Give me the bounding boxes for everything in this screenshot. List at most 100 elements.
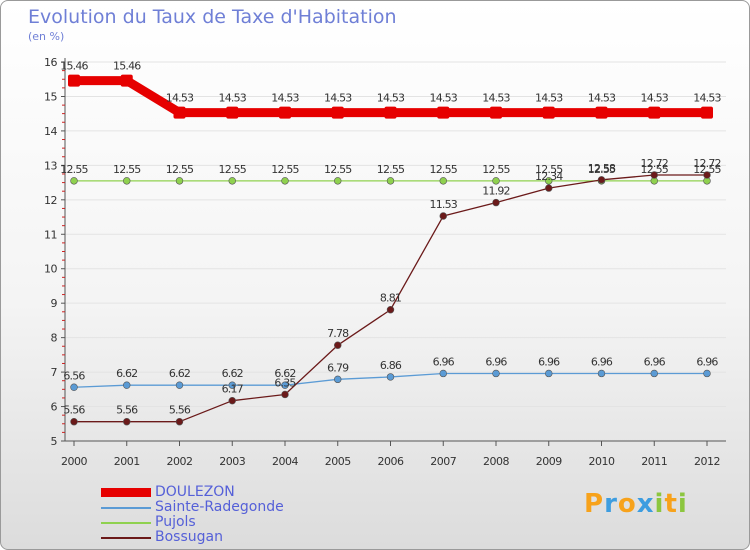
y-tick-label: 10 xyxy=(44,263,57,276)
data-label-pujols: 12.55 xyxy=(60,163,88,176)
legend-label-sainte-radegonde: Sainte-Radegonde xyxy=(155,499,284,515)
data-point-sainte-radegonde xyxy=(703,369,711,378)
data-label-sainte-radegonde: 6.56 xyxy=(63,369,85,382)
data-point-doulezon xyxy=(648,106,661,119)
legend-swatch-sainte-radegonde xyxy=(101,507,151,509)
data-point-doulezon xyxy=(542,106,555,119)
data-label-bossugan: 12.58 xyxy=(588,162,616,175)
y-tick-label: 13 xyxy=(44,159,57,172)
data-label-sainte-radegonde: 6.62 xyxy=(274,367,295,380)
y-tick-label: 5 xyxy=(51,435,58,448)
proxiti-logo: Proxiti xyxy=(584,489,688,519)
data-point-sainte-radegonde xyxy=(545,369,553,378)
data-label-pujols: 12.55 xyxy=(482,163,510,176)
x-tick-label: 2002 xyxy=(167,455,193,468)
data-label-pujols: 12.55 xyxy=(377,163,405,176)
data-point-bossugan xyxy=(597,176,606,184)
x-tick-label: 2008 xyxy=(483,455,509,468)
data-label-doulezon: 14.53 xyxy=(641,92,669,105)
data-label-doulezon: 14.53 xyxy=(271,92,299,105)
data-point-doulezon xyxy=(437,106,450,119)
logo-letter: i xyxy=(677,489,688,519)
logo-letter: P xyxy=(584,489,605,519)
logo-letter: i xyxy=(654,489,665,519)
data-label-doulezon: 14.53 xyxy=(166,92,194,105)
y-tick-label: 15 xyxy=(44,90,57,103)
y-axis-unit-label: (en %) xyxy=(28,30,65,43)
data-point-sainte-radegonde xyxy=(70,383,78,391)
data-point-sainte-radegonde xyxy=(650,369,658,378)
y-tick-label: 16 xyxy=(44,56,57,69)
x-tick-label: 2004 xyxy=(272,455,298,468)
logo-letter: t xyxy=(664,489,678,519)
data-point-pujols xyxy=(228,177,236,185)
data-point-pujols xyxy=(386,177,395,185)
data-label-bossugan: 7.78 xyxy=(327,327,349,340)
data-point-sainte-radegonde xyxy=(439,369,447,378)
logo-letter: x xyxy=(636,489,655,519)
data-label-pujols: 12.55 xyxy=(693,163,721,176)
data-label-doulezon: 14.53 xyxy=(482,92,510,105)
data-point-doulezon xyxy=(384,106,397,119)
data-label-pujols: 12.55 xyxy=(641,163,669,176)
chart-title: Evolution du Taux de Taxe d'Habitation xyxy=(28,6,397,28)
data-label-sainte-radegonde: 6.62 xyxy=(116,367,137,380)
data-point-doulezon xyxy=(331,106,344,119)
y-tick-label: 12 xyxy=(44,194,57,207)
data-label-doulezon: 14.53 xyxy=(588,92,616,105)
data-point-bossugan xyxy=(439,212,447,220)
data-label-bossugan: 5.56 xyxy=(169,404,191,417)
data-label-pujols: 12.55 xyxy=(113,163,141,176)
data-point-bossugan xyxy=(175,418,184,426)
data-label-pujols: 12.55 xyxy=(271,163,299,176)
x-tick-label: 2012 xyxy=(694,455,720,468)
data-label-doulezon: 14.53 xyxy=(219,92,247,105)
data-label-doulezon: 14.53 xyxy=(693,92,721,105)
data-point-bossugan xyxy=(650,171,658,179)
y-tick-label: 7 xyxy=(51,366,58,379)
data-point-bossugan xyxy=(545,184,553,192)
data-label-doulezon: 15.46 xyxy=(113,60,141,73)
data-label-sainte-radegonde: 6.62 xyxy=(222,367,243,380)
x-tick-label: 2003 xyxy=(219,455,245,468)
data-point-bossugan xyxy=(334,341,342,349)
data-label-bossugan: 8.81 xyxy=(380,292,401,305)
data-point-sainte-radegonde xyxy=(175,381,184,389)
x-tick-label: 2007 xyxy=(430,455,456,468)
data-label-bossugan: 12.34 xyxy=(535,170,563,183)
y-tick-label: 14 xyxy=(44,125,57,138)
legend-label-doulezon: DOULEZON xyxy=(155,484,235,500)
data-label-bossugan: 5.56 xyxy=(63,404,85,417)
x-tick-label: 2001 xyxy=(114,455,140,468)
data-label-bossugan: 11.92 xyxy=(482,185,510,198)
data-point-sainte-radegonde xyxy=(228,381,236,389)
data-point-doulezon xyxy=(173,106,186,119)
data-point-sainte-radegonde xyxy=(386,373,395,381)
data-label-doulezon: 14.53 xyxy=(377,92,405,105)
data-label-doulezon: 15.46 xyxy=(60,60,88,73)
y-tick-label: 8 xyxy=(51,332,58,345)
x-tick-label: 2000 xyxy=(61,455,87,468)
legend-swatch-bossugan xyxy=(101,537,151,539)
legend-swatch-doulezon xyxy=(101,488,151,497)
data-point-bossugan xyxy=(703,171,711,179)
data-point-bossugan xyxy=(228,396,236,405)
data-label-bossugan: 12.72 xyxy=(641,157,669,170)
data-label-bossugan: 12.72 xyxy=(693,157,721,170)
y-tick-label: 11 xyxy=(44,228,57,241)
data-label-sainte-radegonde: 6.79 xyxy=(327,361,349,374)
legend-swatch-pujols xyxy=(101,522,151,524)
y-tick-label: 9 xyxy=(51,297,58,310)
data-point-sainte-radegonde xyxy=(492,369,500,378)
data-label-pujols: 12.55 xyxy=(166,163,194,176)
data-point-sainte-radegonde xyxy=(281,381,289,389)
data-point-pujols xyxy=(281,177,289,185)
data-label-doulezon: 14.53 xyxy=(535,92,563,105)
data-point-pujols xyxy=(334,177,342,185)
data-label-sainte-radegonde: 6.86 xyxy=(380,359,402,372)
data-label-sainte-radegonde: 6.96 xyxy=(485,355,507,368)
data-point-bossugan xyxy=(386,306,395,314)
logo-letter: r xyxy=(604,489,618,519)
data-point-doulezon xyxy=(68,74,80,87)
data-label-sainte-radegonde: 6.96 xyxy=(591,355,613,368)
